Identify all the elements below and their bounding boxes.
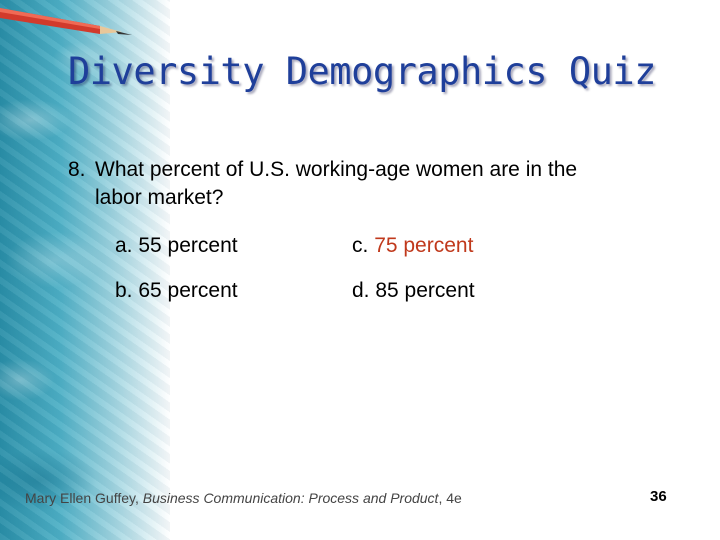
slide-title: Diversity Demographics Quiz	[68, 50, 656, 93]
footer-edition: , 4e	[438, 490, 462, 506]
answer-b-letter: b.	[115, 279, 133, 302]
page-number: 36	[650, 488, 667, 505]
footer-book-title: Business Communication: Process and Prod…	[142, 490, 439, 506]
answer-d: d. 85 percent	[352, 279, 475, 303]
question-number: 8.	[68, 158, 86, 181]
answer-b: b. 65 percent	[115, 279, 238, 303]
water-background-band	[0, 0, 170, 540]
footer-citation: Mary Ellen Guffey, Business Communicatio…	[25, 490, 462, 506]
question-text-line2: labor market?	[95, 186, 224, 209]
answer-d-letter: d.	[352, 279, 370, 302]
pencil-icon	[0, 8, 132, 35]
question: 8. What percent of U.S. working-age women…	[68, 156, 668, 212]
footer-author: Mary Ellen Guffey,	[25, 490, 143, 506]
answer-a-text: 55 percent	[138, 234, 238, 257]
answer-a: a. 55 percent	[115, 234, 238, 258]
question-text-line1: What percent of U.S. working-age women a…	[95, 158, 578, 181]
answer-c: c. 75 percent	[352, 234, 473, 258]
answer-a-letter: a.	[115, 234, 133, 257]
answer-b-text: 65 percent	[138, 279, 238, 302]
answer-d-text: 85 percent	[375, 279, 475, 302]
answer-c-letter: c.	[352, 234, 369, 257]
answer-c-text-correct: 75 percent	[374, 234, 474, 257]
